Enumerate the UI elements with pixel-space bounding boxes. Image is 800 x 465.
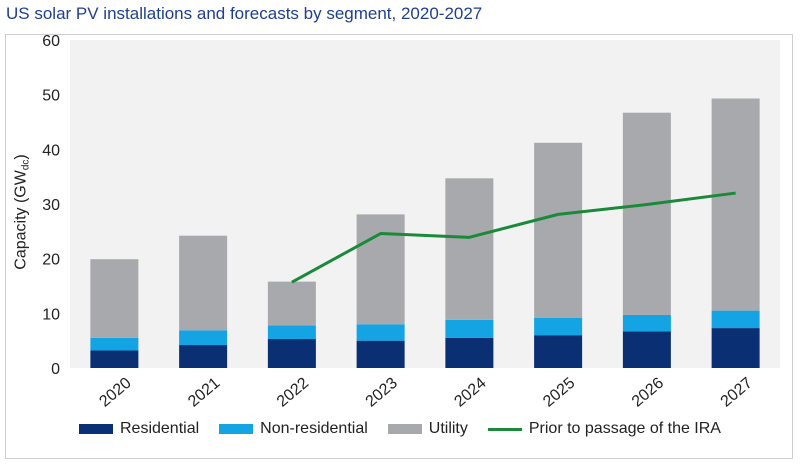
- legend-item-non-residential: Non-residential: [219, 420, 368, 438]
- legend-label-residential: Residential: [120, 420, 200, 437]
- y-tick-label: 60: [42, 33, 60, 50]
- x-tick-label: 2020: [96, 375, 134, 411]
- bar-residential-2025: [534, 335, 583, 368]
- x-tick-label: 2026: [629, 375, 667, 411]
- x-tick-label: 2021: [185, 375, 223, 411]
- bar-non-residential-2020: [90, 337, 139, 351]
- bar-non-residential-2024: [445, 319, 494, 338]
- bar-residential-2022: [267, 339, 316, 368]
- y-tick-label: 0: [51, 361, 60, 378]
- bar-utility-2020: [90, 259, 139, 338]
- legend-swatch-residential: [79, 424, 113, 434]
- legend-label-ira-line: Prior to passage of the IRA: [528, 420, 721, 437]
- bar-utility-2025: [534, 142, 583, 318]
- bar-utility-2027: [711, 98, 760, 311]
- y-tick-label: 40: [42, 142, 60, 159]
- legend-item-residential: Residential: [79, 420, 199, 438]
- legend-swatch-ira-line: [487, 427, 522, 431]
- bar-non-residential-2025: [534, 317, 583, 336]
- chart-title: US solar PV installations and forecasts …: [6, 4, 483, 23]
- bar-utility-2022: [267, 281, 316, 326]
- bar-utility-2021: [179, 235, 228, 331]
- bar-non-residential-2021: [179, 330, 228, 346]
- x-tick-label: 2022: [274, 375, 312, 411]
- legend-label-non-residential: Non-residential: [260, 420, 368, 437]
- legend-item-ira-line: Prior to passage of the IRA: [487, 420, 721, 438]
- x-tick-label: 2024: [451, 375, 489, 411]
- legend: Residential Non-residential Utility Prio…: [0, 420, 800, 438]
- bar-utility-2023: [356, 214, 405, 325]
- bar-residential-2023: [356, 340, 405, 368]
- y-tick-label: 10: [42, 306, 60, 323]
- bar-residential-2021: [179, 345, 228, 368]
- x-tick-label: 2023: [363, 375, 401, 411]
- legend-swatch-utility: [387, 424, 422, 434]
- bar-residential-2024: [445, 337, 494, 368]
- bar-residential-2020: [90, 350, 139, 368]
- line-prior-to-ira: [291, 191, 736, 284]
- bar-non-residential-2026: [622, 314, 671, 332]
- y-tick-label: 50: [42, 88, 60, 105]
- bar-residential-2027: [711, 328, 760, 368]
- legend-item-utility: Utility: [387, 420, 468, 438]
- x-tick-label: 2027: [718, 375, 756, 411]
- bar-non-residential-2027: [711, 310, 760, 329]
- y-tick-label: 20: [42, 252, 60, 269]
- x-tick-label: 2025: [540, 375, 578, 411]
- bar-non-residential-2023: [356, 324, 405, 341]
- legend-label-utility: Utility: [428, 420, 468, 437]
- bar-utility-2026: [622, 112, 671, 315]
- bar-residential-2026: [622, 331, 671, 368]
- y-tick-label: 30: [42, 197, 60, 214]
- legend-swatch-non-residential: [219, 424, 254, 434]
- bar-utility-2024: [445, 178, 494, 320]
- bar-non-residential-2022: [267, 325, 316, 340]
